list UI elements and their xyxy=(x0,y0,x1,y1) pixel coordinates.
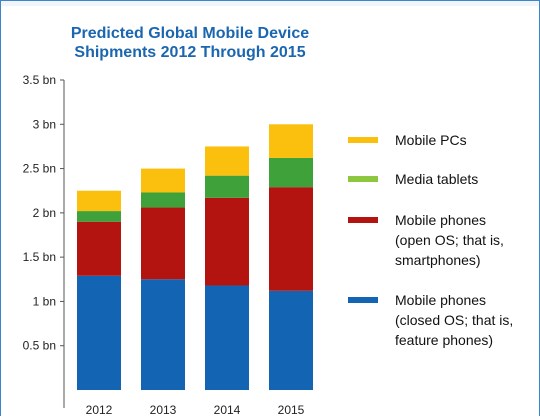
bar-segment-2015-s1 xyxy=(269,187,313,291)
legend-label-1-line-0: Media tablets xyxy=(395,171,478,187)
bar-segment-2012-s3 xyxy=(77,190,121,212)
bar-segment-2015-s3 xyxy=(269,124,313,158)
x-tick-label-2013: 2013 xyxy=(150,403,177,417)
axes: 0.5 bn 1 bn 1.5 bn 2 bn 2.5 bn 3 bn 3.5 bn xyxy=(23,73,65,408)
bar-segment-2014-s1 xyxy=(205,197,249,286)
legend-label-3-line-1: (closed OS; that is, xyxy=(395,312,513,328)
legend-label-3-line-0: Mobile phones xyxy=(395,292,486,308)
y-tick-label: 3.5 bn xyxy=(23,73,56,87)
bar-segment-2012-s0 xyxy=(77,275,121,390)
chart-title-line-2: Shipments 2012 Through 2015 xyxy=(74,44,305,61)
y-tick-label: 1 bn xyxy=(33,294,56,308)
x-tick-label-2015: 2015 xyxy=(278,403,305,417)
bar-segment-2015-s2 xyxy=(269,157,313,188)
bar-segment-2013-s3 xyxy=(141,168,185,193)
x-tick-labels: 2012 2013 2014 2015 xyxy=(86,403,305,417)
legend-swatch-0 xyxy=(348,137,378,143)
bar-segment-2012-s2 xyxy=(77,211,121,222)
bar-segment-2015-s0 xyxy=(269,290,313,390)
bar-segment-2013-s0 xyxy=(141,279,185,390)
legend-label-0-line-0: Mobile PCs xyxy=(395,132,467,148)
y-tick-label: 1.5 bn xyxy=(23,250,56,264)
chart-title-line-1: Predicted Global Mobile Device xyxy=(71,25,309,42)
bar-segment-2014-s2 xyxy=(205,175,249,198)
bar-segment-2012-s1 xyxy=(77,221,121,276)
bar-segment-2014-s3 xyxy=(205,146,249,176)
legend-label-3-line-2: feature phones) xyxy=(395,332,493,348)
legend-swatch-3 xyxy=(348,297,378,303)
bar-segment-2014-s0 xyxy=(205,285,249,390)
legend-label-2-line-1: (open OS; that is, xyxy=(395,232,504,248)
legend-label-2-line-0: Mobile phones xyxy=(395,212,486,228)
x-tick-label-2014: 2014 xyxy=(214,403,241,417)
bar-segment-2013-s1 xyxy=(141,207,185,280)
bars xyxy=(77,124,313,390)
y-tick-label: 2 bn xyxy=(33,206,56,220)
y-tick-label: 2.5 bn xyxy=(23,162,56,176)
y-tick-label: 3 bn xyxy=(33,117,56,131)
top-strip xyxy=(0,0,540,6)
x-tick-label-2012: 2012 xyxy=(86,403,113,417)
legend-label-2-line-2: smartphones) xyxy=(395,252,481,268)
legend: Mobile PCs Media tablets Mobile phones (ope… xyxy=(348,132,513,348)
legend-swatch-2 xyxy=(348,217,378,223)
bar-segment-2013-s2 xyxy=(141,192,185,208)
legend-swatch-1 xyxy=(348,176,378,182)
y-tick-label: 0.5 bn xyxy=(23,339,56,353)
